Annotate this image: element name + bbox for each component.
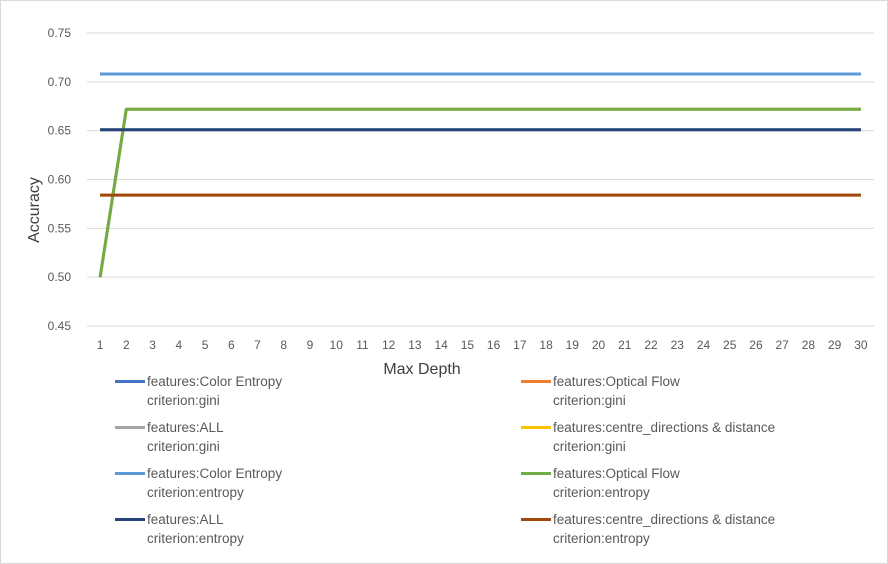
x-tick-label: 29 xyxy=(828,338,842,352)
x-tick-label: 21 xyxy=(618,338,632,352)
legend-label-line: criterion:entropy xyxy=(147,531,244,546)
legend-label: features:Color Entropy criterion:entropy xyxy=(147,464,282,502)
legend-item: features:centre_directions & distance cri… xyxy=(521,510,775,548)
y-tick-label: 0.70 xyxy=(48,75,72,89)
legend-label-line: criterion:entropy xyxy=(553,531,650,546)
legend-label: features:centre_directions & distance cri… xyxy=(553,418,775,456)
legend-swatch xyxy=(115,380,145,383)
legend-swatch xyxy=(521,426,551,429)
legend-label: features:Color Entropy criterion:gini xyxy=(147,372,282,410)
legend-label-line: features:centre_directions & distance xyxy=(553,512,776,527)
x-tick-label: 30 xyxy=(854,338,868,352)
legend-label-line: features:Color Entropy xyxy=(147,374,283,389)
x-tick-label: 19 xyxy=(566,338,580,352)
y-axis-title: Accuracy xyxy=(26,177,43,243)
legend-label-line: features:Optical Flow xyxy=(553,466,680,481)
y-tick-label: 0.50 xyxy=(48,270,72,284)
x-tick-label: 11 xyxy=(356,338,369,352)
legend-label-line: criterion:entropy xyxy=(553,485,650,500)
legend-item: features:Optical Flow criterion:entropy xyxy=(521,464,680,502)
y-tick-label: 0.75 xyxy=(48,26,72,40)
x-tick-label: 26 xyxy=(749,338,763,352)
legend-item: features:Optical Flow criterion:gini xyxy=(521,372,680,410)
legend-swatch xyxy=(521,518,551,521)
x-tick-label: 25 xyxy=(723,338,737,352)
legend-label-line: criterion:gini xyxy=(553,393,626,408)
legend-swatch xyxy=(115,426,145,429)
x-axis-title: Max Depth xyxy=(383,361,460,378)
legend-label-line: features:Color Entropy xyxy=(147,466,283,481)
legend-swatch xyxy=(115,518,145,521)
x-tick-label: 7 xyxy=(254,338,261,352)
legend-swatch xyxy=(521,472,551,475)
x-tick-label: 2 xyxy=(123,338,130,352)
legend-swatch xyxy=(115,472,145,475)
y-tick-label: 0.45 xyxy=(48,319,72,333)
x-tick-label: 4 xyxy=(175,338,182,352)
x-tick-label: 10 xyxy=(330,338,344,352)
x-tick-label: 17 xyxy=(513,338,527,352)
legend-label-line: features:centre_directions & distance xyxy=(553,420,776,435)
legend-swatch xyxy=(521,380,551,383)
legend-item: features:ALL criterion:entropy xyxy=(115,510,244,548)
x-tick-label: 14 xyxy=(434,338,448,352)
x-tick-label: 20 xyxy=(592,338,606,352)
series-line-6 xyxy=(98,107,861,278)
series-line-2 xyxy=(98,107,861,278)
x-tick-label: 16 xyxy=(487,338,501,352)
x-tick-label: 6 xyxy=(228,338,235,352)
y-axis-ticks: 0.45 0.50 0.55 0.60 0.65 0.70 0.75 xyxy=(48,26,72,333)
legend-label-line: features:ALL xyxy=(147,512,224,527)
x-tick-label: 9 xyxy=(307,338,314,352)
x-tick-label: 8 xyxy=(280,338,287,352)
y-tick-label: 0.55 xyxy=(48,221,72,235)
legend-item: features:Color Entropy criterion:entropy xyxy=(115,464,282,502)
legend-item: features:Color Entropy criterion:gini xyxy=(115,372,282,410)
legend-label-line: features:Optical Flow xyxy=(553,374,680,389)
legend-label-line: criterion:gini xyxy=(147,439,220,454)
legend-item: features:centre_directions & distance cri… xyxy=(521,418,775,456)
x-tick-label: 23 xyxy=(671,338,685,352)
x-tick-label: 5 xyxy=(202,338,209,352)
gridlines xyxy=(87,32,874,327)
legend-label-line: features:ALL xyxy=(147,420,224,435)
x-tick-label: 3 xyxy=(149,338,156,352)
x-tick-label: 24 xyxy=(697,338,711,352)
x-tick-label: 13 xyxy=(408,338,422,352)
legend-label: features:ALL criterion:gini xyxy=(147,418,224,456)
legend-item: features:ALL criterion:gini xyxy=(115,418,224,456)
x-tick-label: 1 xyxy=(97,338,104,352)
x-tick-label: 28 xyxy=(802,338,816,352)
legend-label: features:centre_directions & distance cri… xyxy=(553,510,775,548)
x-tick-label: 22 xyxy=(644,338,658,352)
x-tick-label: 15 xyxy=(461,338,475,352)
legend-label-line: criterion:gini xyxy=(147,393,220,408)
y-tick-label: 0.65 xyxy=(48,124,72,138)
y-tick-label: 0.60 xyxy=(48,173,72,187)
x-axis-ticks: 1 2 3 4 5 6 7 8 9 10 11 12 13 14 15 16 17 18 19 20 21 22 23 24 2… xyxy=(97,338,868,352)
legend-label-line: criterion:entropy xyxy=(147,485,244,500)
series-lines xyxy=(98,72,861,278)
x-tick-label: 18 xyxy=(539,338,553,352)
legend-label-line: criterion:gini xyxy=(553,439,626,454)
legend-label: features:Optical Flow criterion:entropy xyxy=(553,464,680,502)
x-tick-label: 27 xyxy=(776,338,790,352)
legend-label: features:Optical Flow criterion:gini xyxy=(553,372,680,410)
legend-label: features:ALL criterion:entropy xyxy=(147,510,244,548)
x-tick-label: 12 xyxy=(382,338,396,352)
